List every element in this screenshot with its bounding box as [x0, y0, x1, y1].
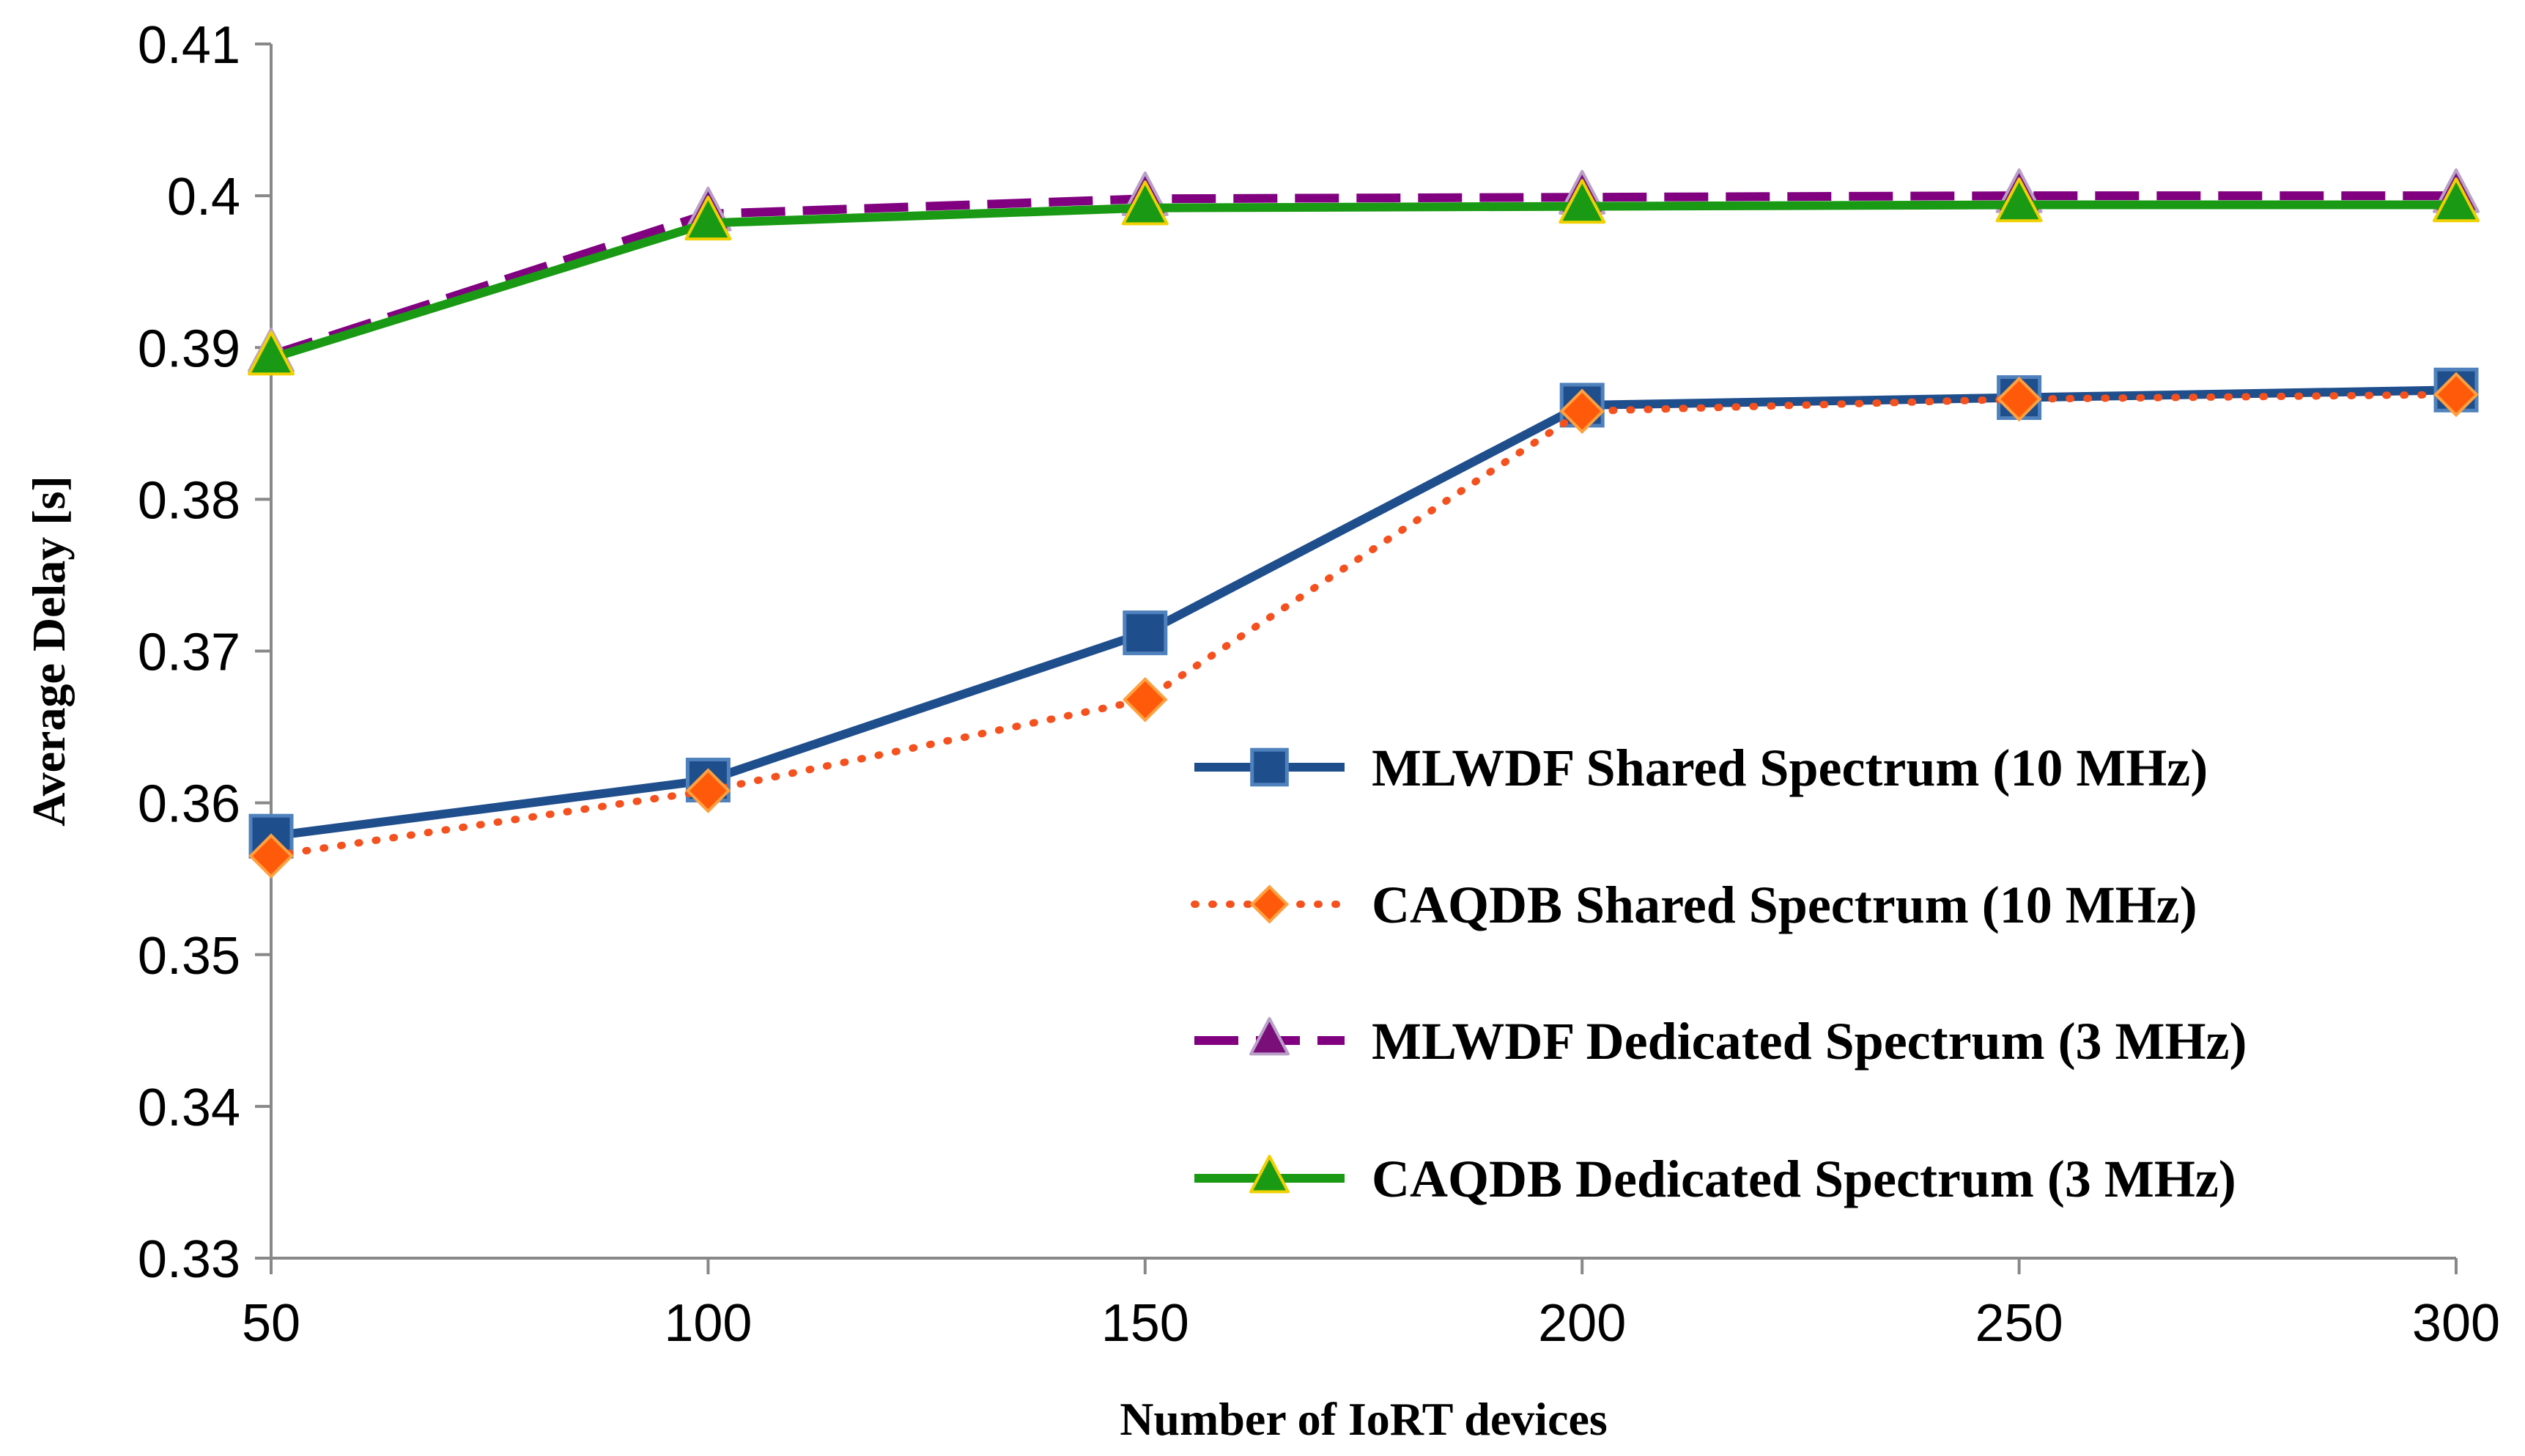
y-tick-label: 0.37	[138, 624, 240, 682]
x-tick-label: 150	[1101, 1294, 1189, 1353]
y-tick-label: 0.33	[138, 1230, 240, 1289]
data-point	[1995, 177, 2043, 223]
y-tick-label: 0.39	[138, 319, 240, 378]
data-point	[1559, 179, 1606, 224]
y-tick-label: 0.35	[138, 927, 240, 986]
series-4	[248, 177, 2480, 376]
data-point	[684, 196, 732, 241]
legend-swatch-marker	[1250, 747, 1289, 787]
y-tick-label: 0.4	[167, 168, 240, 226]
data-point	[1559, 388, 1605, 435]
y-tick-label: 0.38	[138, 471, 240, 530]
axes	[270, 44, 2456, 1260]
x-axis-title: Number of IoRT devices	[1120, 1393, 1608, 1445]
series	[248, 168, 2480, 879]
tick-labels: 0.33 0.34 0.35 0.36 0.37 0.38 0.39 0.4 0.41 50 100…	[138, 16, 2500, 1353]
legend-item: CAQDB Shared Spectrum (10 MHz)	[1191, 876, 2197, 934]
y-tick-label: 0.34	[138, 1079, 240, 1137]
x-tick-label: 100	[664, 1294, 752, 1353]
x-tick-label: 200	[1538, 1294, 1626, 1353]
series-line	[270, 191, 2456, 360]
series-3	[248, 168, 2480, 373]
legend-item: CAQDB Dedicated Spectrum (3 MHz)	[1194, 1150, 2236, 1208]
data-point	[2433, 177, 2480, 223]
legend-swatch-marker	[1249, 1154, 1290, 1194]
x-tick-label: 50	[242, 1294, 300, 1353]
data-point	[685, 768, 731, 813]
data-point	[248, 330, 295, 376]
data-point	[1121, 180, 1169, 226]
legend-swatch-marker	[1249, 1016, 1290, 1056]
y-axis-title: Average Delay [s]	[23, 476, 75, 827]
data-point	[2433, 372, 2479, 418]
legend-label: MLWDF Dedicated Spectrum (3 MHz)	[1372, 1012, 2247, 1071]
legend: MLWDF Shared Spectrum (10 MHz) CAQDB Shar…	[1191, 739, 2247, 1208]
series-line	[270, 200, 2456, 363]
x-tick-label: 300	[2412, 1294, 2500, 1353]
legend-label: CAQDB Shared Spectrum (10 MHz)	[1372, 876, 2197, 934]
legend-label: MLWDF Shared Spectrum (10 MHz)	[1372, 739, 2208, 797]
series-2	[248, 372, 2479, 879]
x-tick-label: 250	[1975, 1294, 2063, 1353]
legend-label: CAQDB Dedicated Spectrum (3 MHz)	[1372, 1150, 2236, 1208]
legend-item: MLWDF Dedicated Spectrum (3 MHz)	[1194, 1012, 2247, 1071]
data-point	[1122, 676, 1168, 723]
series-line	[270, 385, 2457, 841]
series-line	[267, 391, 2460, 860]
y-tick-label: 0.36	[138, 775, 240, 834]
y-tick-label: 0.41	[138, 16, 240, 75]
data-point	[1123, 610, 1168, 656]
legend-item: MLWDF Shared Spectrum (10 MHz)	[1194, 739, 2208, 797]
data-point	[1996, 376, 2042, 422]
data-point	[248, 833, 294, 879]
legend-swatch-marker	[1249, 884, 1290, 924]
